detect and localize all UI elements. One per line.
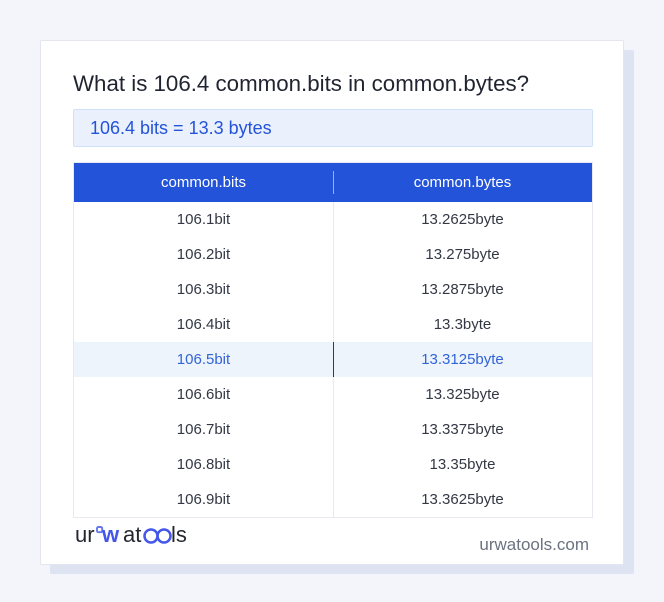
- svg-text:w: w: [101, 522, 120, 547]
- svg-text:ur: ur: [75, 522, 95, 547]
- svg-text:ls: ls: [171, 522, 187, 547]
- svg-text:at: at: [123, 522, 141, 547]
